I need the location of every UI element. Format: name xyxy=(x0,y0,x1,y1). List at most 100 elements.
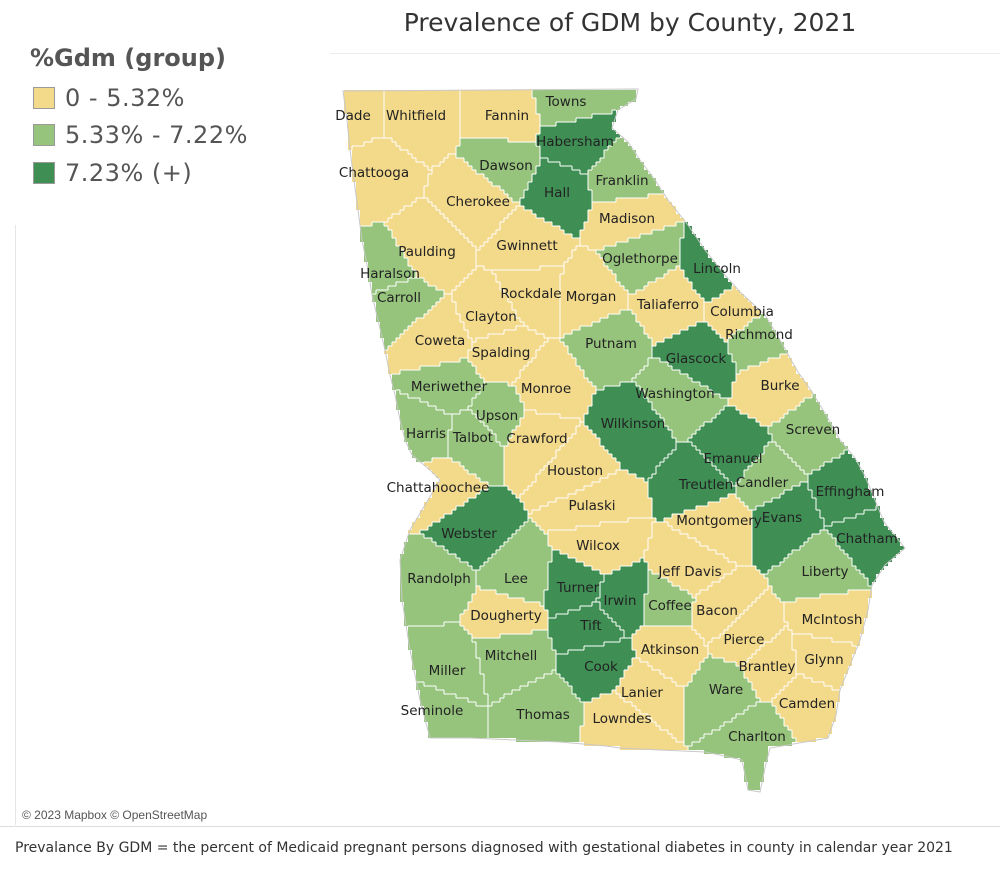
county-label-candler: Candler xyxy=(736,475,789,491)
county-harris[interactable] xyxy=(396,390,452,462)
county-label-randolph: Randolph xyxy=(407,571,471,587)
county-madison[interactable] xyxy=(580,194,684,250)
county-richmond[interactable] xyxy=(728,314,788,374)
county-houston[interactable] xyxy=(520,422,620,514)
county-pierce[interactable] xyxy=(708,586,788,666)
county-label-cook: Cook xyxy=(584,659,618,675)
county-fill xyxy=(460,90,540,142)
county-habersham[interactable] xyxy=(536,110,620,174)
county-oglethorpe[interactable] xyxy=(596,222,684,294)
georgia-county-map[interactable]: Dade Whitfield Fannin Towns Habersham Chattoo… xyxy=(0,0,1000,825)
county-label-madison: Madison xyxy=(599,211,655,227)
county-label-dade: Dade xyxy=(335,108,371,124)
county-spalding[interactable] xyxy=(468,326,548,386)
county-pulaski[interactable] xyxy=(528,470,652,534)
county-chattahoochee[interactable] xyxy=(408,458,488,534)
county-upson[interactable] xyxy=(468,382,524,446)
county-fill xyxy=(596,222,684,294)
county-fill xyxy=(548,602,624,654)
county-label-mcintosh: McIntosh xyxy=(802,612,863,628)
county-label-richmond: Richmond xyxy=(725,327,793,343)
county-carroll[interactable] xyxy=(372,278,444,350)
county-cherokee[interactable] xyxy=(424,154,520,250)
county-miller[interactable] xyxy=(408,622,488,706)
county-liberty[interactable] xyxy=(764,530,872,602)
county-lowndes[interactable] xyxy=(580,690,688,750)
county-fill xyxy=(772,674,840,742)
county-turner[interactable] xyxy=(544,550,604,618)
county-mcintosh[interactable] xyxy=(784,590,872,646)
county-fill xyxy=(536,110,620,174)
county-label-franklin: Franklin xyxy=(595,173,648,189)
county-dougherty[interactable] xyxy=(460,586,548,638)
legend-item-high[interactable]: 7.23% (+) xyxy=(33,159,192,187)
county-label-lowndes: Lowndes xyxy=(592,711,651,727)
county-lanier[interactable] xyxy=(616,658,684,742)
county-tift[interactable] xyxy=(548,602,624,654)
county-crawford[interactable] xyxy=(504,410,580,498)
county-burke[interactable] xyxy=(728,354,812,426)
county-fill xyxy=(688,702,796,790)
county-camden[interactable] xyxy=(772,674,840,742)
county-talbot[interactable] xyxy=(448,410,504,486)
county-seminole[interactable] xyxy=(416,682,488,738)
county-label-dawson: Dawson xyxy=(479,158,533,174)
county-paulding[interactable] xyxy=(384,198,476,294)
county-label-webster: Webster xyxy=(441,526,497,542)
county-franklin[interactable] xyxy=(588,138,664,202)
county-label-fannin: Fannin xyxy=(485,108,529,124)
county-label-pulaski: Pulaski xyxy=(568,498,615,514)
county-fill xyxy=(512,338,596,422)
county-effingham[interactable] xyxy=(808,450,876,526)
county-washington[interactable] xyxy=(632,358,728,442)
county-label-putnam: Putnam xyxy=(585,336,637,352)
county-candler[interactable] xyxy=(736,442,808,510)
county-dade[interactable] xyxy=(344,90,384,150)
county-label-clayton: Clayton xyxy=(465,309,517,325)
county-fill xyxy=(420,486,528,570)
county-fill xyxy=(456,138,540,202)
county-label-meriwether: Meriwether xyxy=(411,379,488,395)
county-randolph[interactable] xyxy=(400,534,476,626)
county-evans[interactable] xyxy=(752,482,824,574)
legend-item-low[interactable]: 0 - 5.32% xyxy=(33,84,185,112)
county-clayton[interactable] xyxy=(452,266,524,342)
county-dawson[interactable] xyxy=(456,138,540,202)
map-attribution[interactable]: © 2023 Mapbox © OpenStreetMap xyxy=(22,808,208,822)
county-lee[interactable] xyxy=(476,518,552,606)
county-fannin[interactable] xyxy=(460,90,540,142)
county-mitchell[interactable] xyxy=(472,630,556,706)
county-label-tift: Tift xyxy=(579,618,601,634)
county-coweta[interactable] xyxy=(384,294,472,374)
county-ware[interactable] xyxy=(684,654,760,746)
county-label-turner: Turner xyxy=(556,580,600,596)
county-wilcox[interactable] xyxy=(548,518,656,574)
county-glynn[interactable] xyxy=(792,634,856,690)
county-label-ware: Ware xyxy=(709,682,743,698)
county-thomas[interactable] xyxy=(488,670,584,742)
county-label-glascock: Glascock xyxy=(666,351,727,367)
county-webster[interactable] xyxy=(420,486,528,570)
legend-item-mid[interactable]: 5.33% - 7.22% xyxy=(33,121,248,149)
county-montgomery[interactable] xyxy=(664,494,752,566)
county-haralson[interactable] xyxy=(360,222,416,294)
county-fill xyxy=(408,458,488,534)
county-glascock[interactable] xyxy=(652,322,736,398)
county-monroe[interactable] xyxy=(512,338,596,422)
county-label-chattahoochee: Chattahoochee xyxy=(387,480,490,496)
county-lincoln[interactable] xyxy=(680,222,732,302)
county-columbia[interactable] xyxy=(704,286,760,342)
county-label-houston: Houston xyxy=(547,463,603,479)
county-wilkinson[interactable] xyxy=(584,382,676,482)
county-rockdale[interactable] xyxy=(492,266,564,338)
county-brantley[interactable] xyxy=(740,626,796,702)
county-label-spalding: Spalding xyxy=(472,345,531,361)
county-jeff-davis[interactable] xyxy=(644,522,736,598)
county-charlton[interactable] xyxy=(688,702,796,790)
county-coffee[interactable] xyxy=(644,570,696,626)
county-atkinson[interactable] xyxy=(632,626,708,686)
legend-title: %Gdm (group) xyxy=(30,44,226,72)
county-morgan[interactable] xyxy=(560,246,628,338)
county-meriwether[interactable] xyxy=(392,358,484,414)
county-towns[interactable] xyxy=(532,90,636,126)
